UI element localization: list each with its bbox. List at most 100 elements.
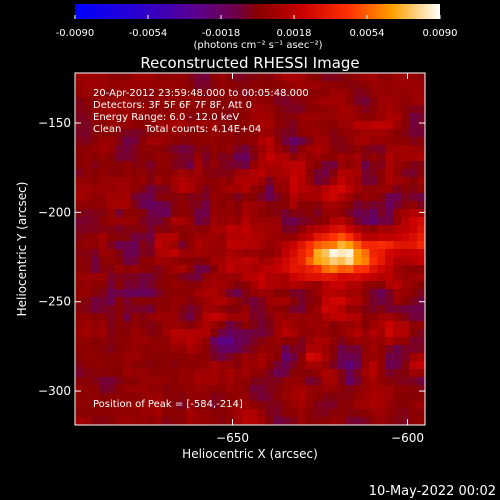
image-pixel [417,401,425,410]
image-pixel [90,113,100,122]
image-pixel [337,129,347,138]
image-pixel [186,105,195,114]
image-pixel [345,185,355,194]
image-pixel [361,257,370,266]
image-pixel [114,225,124,234]
image-pixel [82,265,92,274]
image-pixel [218,281,227,290]
image-pixel [313,225,323,234]
image-pixel [130,409,140,418]
image-pixel [409,177,418,186]
image-pixel [377,97,386,106]
image-pixel [194,273,203,282]
image-pixel [82,233,92,242]
image-pixel [257,193,267,202]
image-pixel [82,81,92,90]
image-pixel [202,393,211,402]
image-pixel [313,273,323,282]
image-pixel [250,209,259,218]
image-pixel [337,113,347,122]
image-pixel [178,297,187,306]
image-pixel [377,273,386,282]
image-pixel [234,393,243,402]
image-pixel [305,241,315,250]
image-pixel [202,209,211,218]
image-pixel [186,369,195,378]
image-pixel [385,161,394,170]
image-pixel [345,345,355,354]
image-pixel [226,409,235,418]
image-pixel [226,377,235,386]
image-pixel [82,217,92,226]
image-pixel [297,241,307,250]
image-pixel [218,417,227,425]
image-pixel [122,361,132,370]
image-pixel [202,105,211,114]
image-pixel [401,81,410,90]
image-pixel [154,249,164,258]
image-pixel [82,185,92,194]
image-pixel [289,297,299,306]
image-pixel [90,297,100,306]
image-pixel [106,225,116,234]
image-pixel [130,353,140,362]
image-pixel [106,369,116,378]
image-pixel [162,361,172,370]
image-pixel [361,281,370,290]
image-pixel [393,393,402,402]
image-pixel [162,345,172,354]
image-pixel [138,241,148,250]
image-pixel [250,329,259,338]
image-pixel [265,249,275,258]
image-pixel [90,153,100,162]
image-pixel [313,321,323,330]
image-pixel [114,129,124,138]
image-pixel [194,281,203,290]
image-pixel [106,401,116,410]
image-pixel [138,233,148,242]
image-pixel [289,89,299,98]
image-pixel [82,393,92,402]
image-pixel [114,81,124,90]
image-pixel [361,121,370,130]
image-pixel [210,353,219,362]
image-pixel [329,281,339,290]
image-pixel [409,337,418,346]
image-pixel [337,393,347,402]
image-pixel [369,89,378,98]
image-pixel [257,401,267,410]
image-pixel [305,105,315,114]
image-pixel [218,129,227,138]
image-pixel [337,177,347,186]
image-pixel [242,401,251,410]
image-pixel [321,105,331,114]
image-pixel [281,241,291,250]
image-pixel [138,145,148,154]
image-pixel [385,329,394,338]
image-pixel [353,217,362,226]
image-pixel [393,321,402,330]
image-pixel [289,417,299,425]
image-pixel [98,201,108,210]
image-pixel [226,225,235,234]
image-pixel [114,161,124,170]
image-pixel [265,193,275,202]
image-pixel [106,177,116,186]
image-pixel [234,145,243,154]
image-pixel [178,305,187,314]
image-pixel [154,265,164,274]
image-pixel [106,161,116,170]
image-pixel [194,153,203,162]
image-pixel [385,369,394,378]
image-pixel [377,353,386,362]
image-pixel [385,257,394,266]
image-pixel [385,385,394,394]
image-pixel [242,249,251,258]
image-pixel [345,193,355,202]
image-pixel [106,121,116,130]
image-pixel [393,217,402,226]
image-pixel [305,377,315,386]
image-pixel [178,401,187,410]
image-pixel [305,73,315,82]
image-pixel [337,321,347,330]
